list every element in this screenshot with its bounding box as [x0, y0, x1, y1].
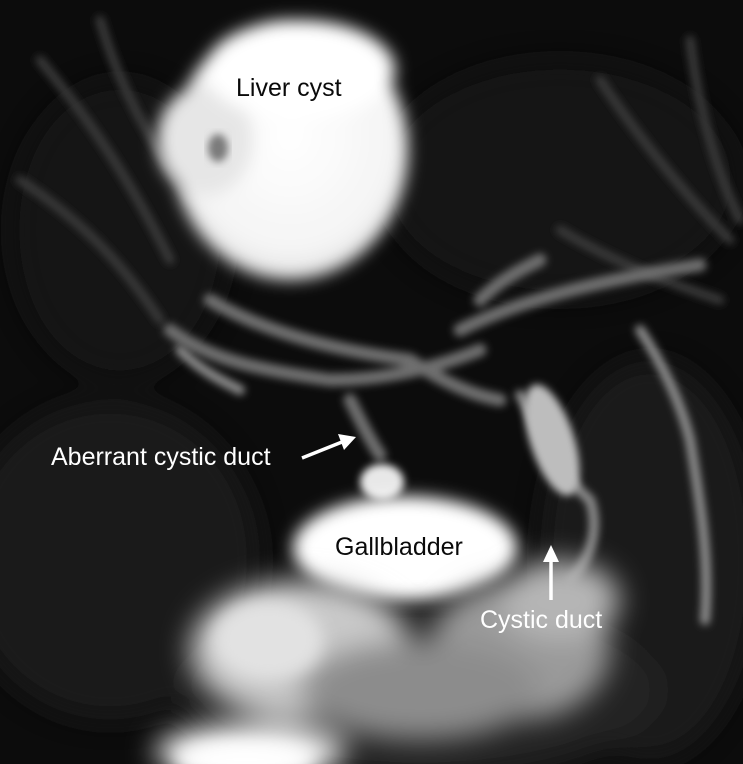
label-aberrant-cystic-duct: Aberrant cystic duct: [51, 443, 271, 471]
label-gallbladder: Gallbladder: [335, 533, 463, 561]
label-cystic-duct: Cystic duct: [480, 606, 603, 634]
label-liver-cyst: Liver cyst: [236, 74, 342, 102]
